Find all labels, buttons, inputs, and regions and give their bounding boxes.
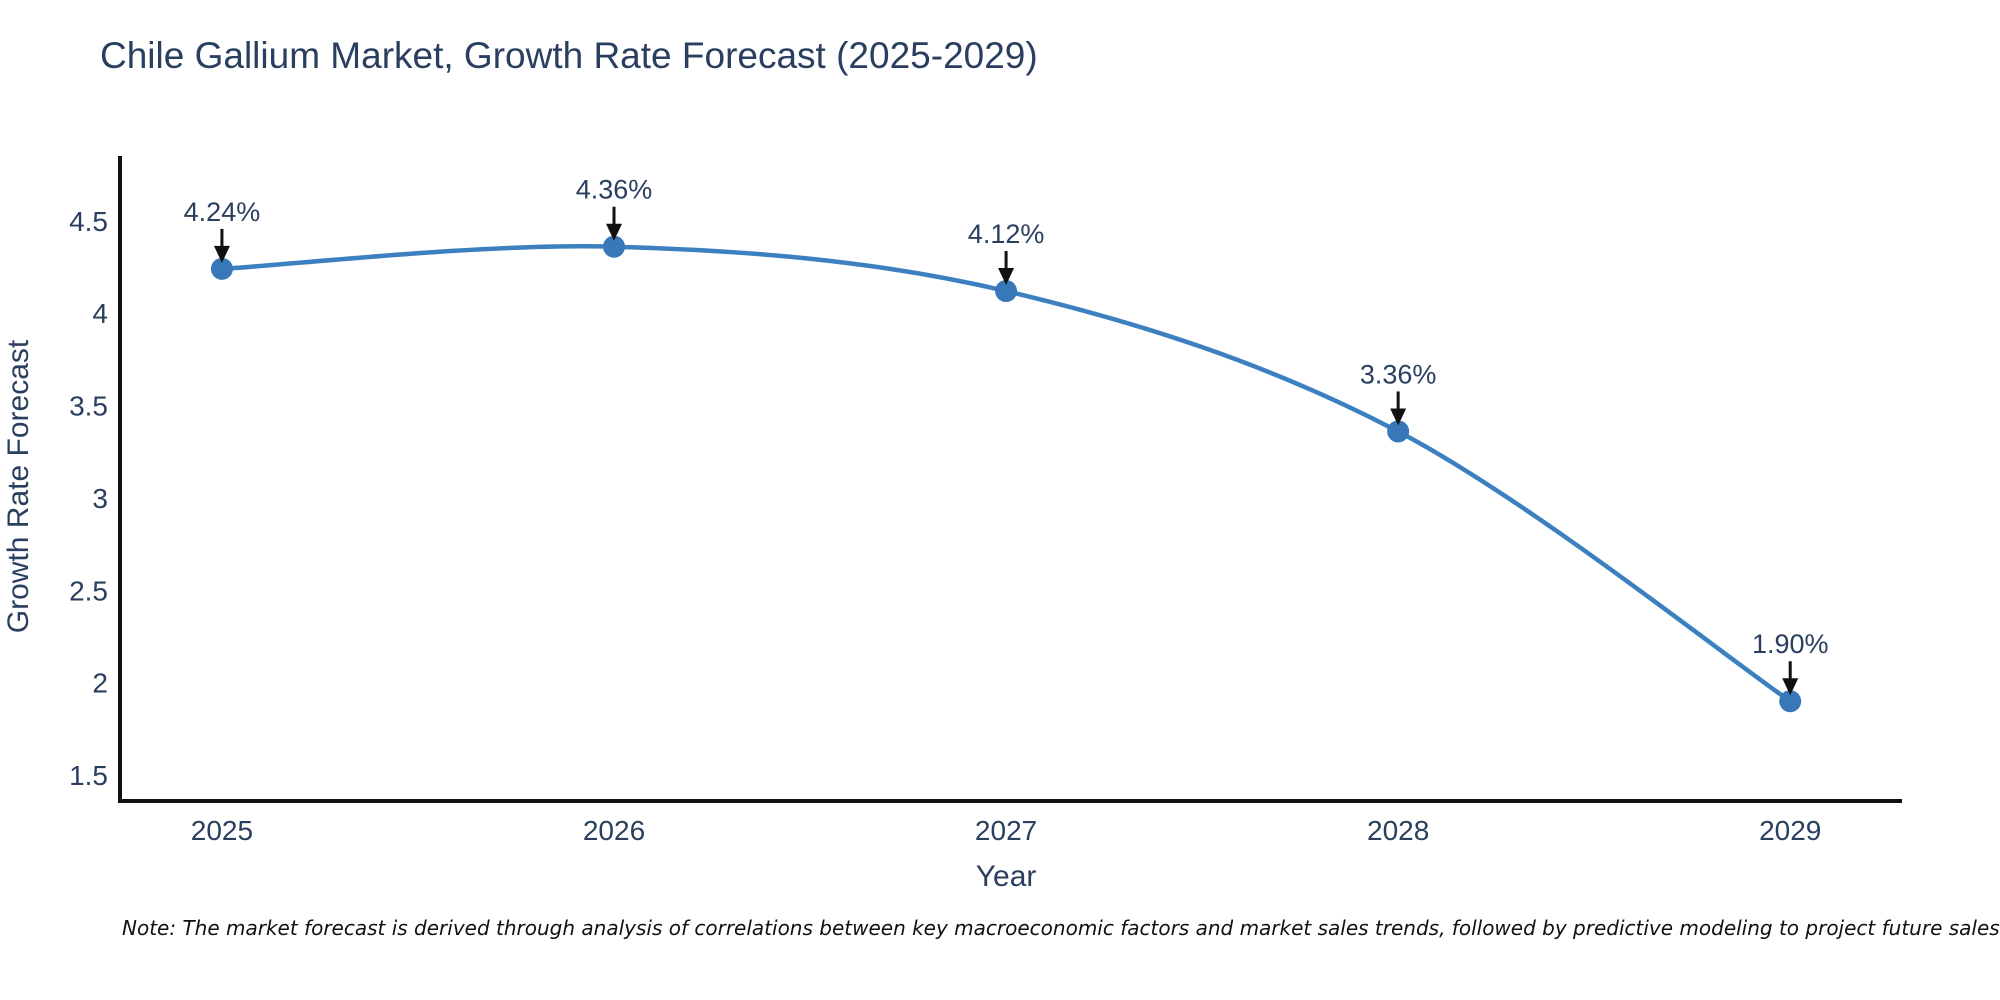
annotation-arrow-head [1782, 678, 1799, 696]
y-tick-label: 3.5 [69, 391, 108, 422]
data-point-marker [210, 257, 233, 280]
annotation-label: 4.24% [184, 197, 261, 227]
x-tick-label: 2028 [1367, 815, 1429, 846]
footnote-text: Note: The market forecast is derived thr… [122, 916, 2000, 940]
x-tick-label: 2029 [1759, 815, 1821, 846]
y-tick-label: 4.5 [69, 206, 108, 237]
x-tick-label: 2027 [975, 815, 1037, 846]
y-tick-label: 2 [92, 668, 108, 699]
x-axis-title: Year [976, 860, 1037, 893]
annotation-label: 4.12% [968, 219, 1045, 249]
y-tick-label: 1.5 [69, 760, 108, 791]
annotation-arrow-head [606, 223, 623, 241]
y-axis-title: Growth Rate Forecast [2, 339, 35, 633]
annotation-label: 4.36% [576, 175, 653, 205]
data-point-marker [995, 280, 1018, 303]
y-tick-label: 4 [92, 298, 108, 329]
chart-title: Chile Gallium Market, Growth Rate Foreca… [100, 35, 1038, 76]
data-point-marker [1779, 690, 1802, 713]
x-tick-label: 2025 [191, 815, 253, 846]
annotation-arrow-head [998, 268, 1015, 286]
x-tick-label: 2026 [583, 815, 645, 846]
annotation-label: 3.36% [1360, 359, 1437, 389]
y-tick-label: 3 [92, 483, 108, 514]
annotation-arrow-head [213, 245, 230, 263]
series-line [221, 244, 1792, 704]
data-point-marker [1387, 420, 1410, 443]
annotation-label: 1.90% [1752, 629, 1829, 659]
data-point-marker [603, 235, 626, 258]
annotation-arrow-head [1390, 408, 1407, 426]
y-tick-label: 2.5 [69, 575, 108, 606]
